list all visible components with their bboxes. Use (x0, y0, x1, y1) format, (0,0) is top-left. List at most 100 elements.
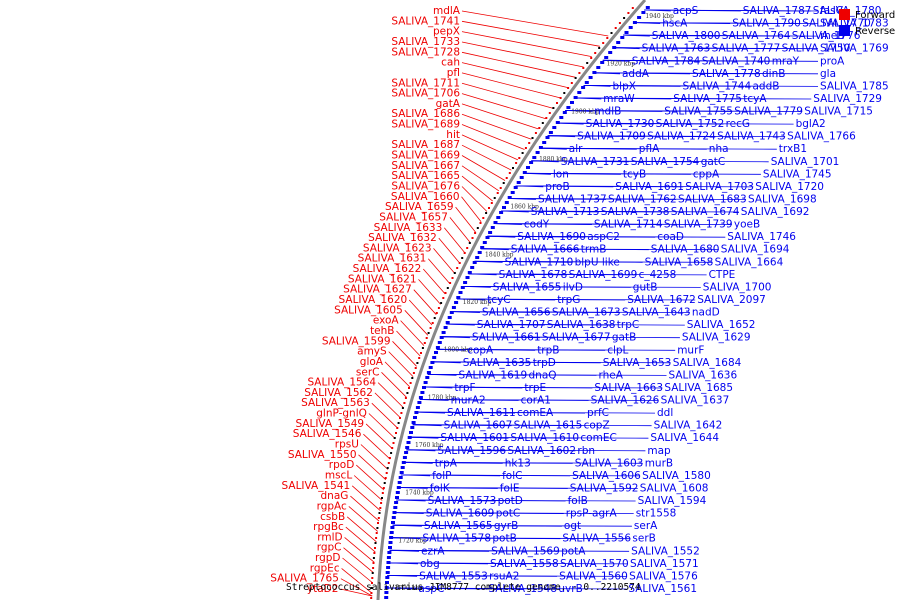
reverse-gene-label[interactable]: trpF (454, 382, 475, 394)
reverse-gene-label[interactable]: potC (496, 508, 521, 520)
reverse-gene-label[interactable]: SALIVA_1656 (482, 307, 551, 319)
reverse-gene-label[interactable]: blpX (613, 80, 636, 92)
reverse-gene-label[interactable]: SALIVA_1571 (630, 558, 699, 570)
forward-gene-label[interactable]: gloA (360, 356, 384, 368)
reverse-gene-label[interactable]: SALIVA_1608 (640, 483, 709, 495)
reverse-gene-label[interactable]: SALIVA_1770 (802, 18, 871, 30)
reverse-gene-label[interactable]: SALIVA_1764 (722, 30, 791, 42)
reverse-gene-label[interactable]: copA (467, 344, 494, 356)
forward-gene-label[interactable]: SALIVA_1605 (334, 304, 403, 316)
reverse-gene-label[interactable]: rpsP-agrA (566, 508, 618, 520)
reverse-gene-label[interactable]: coaD (657, 231, 684, 243)
reverse-gene-label[interactable]: SALIVA_1561 (628, 583, 697, 595)
reverse-gene-label[interactable]: ddl (657, 407, 673, 419)
reverse-gene-label[interactable]: SALIVA_1701 (771, 156, 840, 168)
reverse-gene-label[interactable]: SALIVA_1685 (664, 382, 733, 394)
reverse-gene-label[interactable]: SALIVA_1558 (490, 558, 559, 570)
reverse-gene-label[interactable]: prfC (587, 407, 609, 419)
reverse-gene-label[interactable]: mraW (603, 93, 635, 105)
reverse-gene-label[interactable]: SALIVA_1775 (673, 93, 742, 105)
reverse-gene-label[interactable]: folK (430, 483, 451, 495)
reverse-gene-label[interactable]: c_4258 (639, 269, 677, 281)
reverse-gene-label[interactable]: SALIVA_1673 (552, 307, 621, 319)
reverse-gene-label[interactable]: SALIVA_1785 (820, 80, 889, 92)
reverse-gene-label[interactable]: alr (569, 143, 583, 155)
reverse-gene-label[interactable]: SALIVA_1552 (631, 545, 700, 557)
reverse-gene-label[interactable]: dinB (762, 68, 785, 80)
reverse-gene-label[interactable]: SALIVA_1744 (683, 80, 752, 92)
reverse-gene-label[interactable]: SALIVA_1720 (755, 181, 824, 193)
reverse-gene-label[interactable]: SALIVA_1674 (671, 206, 740, 218)
reverse-gene-label[interactable]: copZ (584, 420, 610, 432)
forward-gene-label[interactable]: SALIVA_1669 (391, 150, 460, 162)
reverse-gene-label[interactable]: SALIVA_1626 (591, 395, 660, 407)
reverse-gene-label[interactable]: SALIVA_1779 (734, 106, 803, 118)
reverse-gene-label[interactable]: SALIVA_1715 (804, 106, 873, 118)
reverse-gene-label[interactable]: SALIVA_1569 (491, 545, 560, 557)
reverse-gene-label[interactable]: SALIVA_1629 (682, 332, 751, 344)
forward-gene-label[interactable]: SALIVA_1620 (339, 294, 408, 306)
reverse-gene-label[interactable]: SALIVA_1710 (505, 256, 574, 268)
reverse-gene-label[interactable]: gatC (701, 156, 726, 168)
reverse-gene-label[interactable]: SALIVA_1636 (669, 369, 738, 381)
reverse-gene-label[interactable]: SALIVA_1707 (477, 319, 546, 331)
reverse-gene-label[interactable]: SALIVA_1755 (664, 106, 733, 118)
reverse-gene-label[interactable]: SALIVA_1576 (629, 570, 698, 582)
reverse-gene-label[interactable]: ogt (564, 520, 581, 532)
reverse-gene-label[interactable]: trpB (537, 344, 559, 356)
reverse-gene-label[interactable]: ilvD (563, 281, 583, 293)
forward-gene-label[interactable]: SALIVA_1711 (391, 77, 460, 89)
forward-gene-label[interactable]: SALIVA_1660 (391, 191, 460, 203)
reverse-gene-label[interactable]: comEA (517, 407, 554, 419)
forward-gene-label[interactable]: rpoD (329, 459, 355, 471)
reverse-gene-label[interactable]: SALIVA_1603 (575, 457, 644, 469)
reverse-gene-label[interactable]: gyrB (494, 520, 518, 532)
reverse-gene-label[interactable]: SALIVA_1611 (447, 407, 516, 419)
reverse-gene-label[interactable]: rbn (577, 445, 595, 457)
reverse-gene-label[interactable]: rheA (599, 369, 624, 381)
forward-gene-label[interactable]: SALIVA_1686 (391, 108, 460, 120)
forward-gene-label[interactable]: rgpC (317, 542, 342, 554)
reverse-gene-label[interactable]: recG (726, 118, 750, 130)
reverse-gene-label[interactable]: aspC2 (587, 231, 620, 243)
forward-gene-label[interactable]: SALIVA_1659 (385, 201, 454, 213)
reverse-gene-label[interactable]: trpC (617, 319, 639, 331)
reverse-gene-label[interactable]: fasC (820, 5, 843, 17)
forward-gene-label[interactable]: SALIVA_1665 (391, 170, 460, 182)
forward-gene-label[interactable]: SALIVA_1667 (391, 160, 460, 172)
reverse-gene-label[interactable]: folB (568, 495, 588, 507)
reverse-gene-label[interactable]: tcyB (623, 168, 646, 180)
forward-gene-label[interactable]: hit (446, 129, 460, 141)
reverse-gene-label[interactable]: CTPE (709, 269, 736, 281)
reverse-gene-label[interactable]: SALIVA_1698 (748, 194, 817, 206)
reverse-gene-label[interactable]: SALIVA_1658 (645, 256, 714, 268)
reverse-gene-label[interactable]: SALIVA_1699 (569, 269, 638, 281)
forward-gene-label[interactable]: SALIVA_1706 (391, 88, 460, 100)
forward-gene-label[interactable]: glnP-gnlQ (316, 408, 367, 420)
reverse-gene-label[interactable]: SALIVA_1709 (577, 131, 646, 143)
reverse-gene-label[interactable]: nadD (692, 307, 720, 319)
reverse-gene-label[interactable]: SALIVA_1548 (488, 583, 557, 595)
reverse-gene-label[interactable]: SALIVA_1683 (678, 194, 747, 206)
reverse-gene-label[interactable]: SALIVA_1573 (428, 495, 497, 507)
forward-gene-label[interactable]: SALIVA_1689 (391, 119, 460, 131)
forward-gene-label[interactable]: pepX (433, 26, 460, 38)
reverse-gene-label[interactable]: acpS (673, 5, 699, 17)
reverse-gene-label[interactable]: SALIVA_1578 (422, 533, 491, 545)
reverse-gene-label[interactable]: obg (420, 558, 440, 570)
reverse-gene-label[interactable]: SALIVA_1560 (559, 570, 628, 582)
reverse-gene-label[interactable]: codY (524, 219, 550, 231)
reverse-gene-label[interactable]: SALIVA_1800 (652, 30, 721, 42)
reverse-gene-label[interactable]: SALIVA_1731 (561, 156, 630, 168)
reverse-gene-label[interactable]: yoeB (734, 219, 760, 231)
reverse-gene-label[interactable]: potB (492, 533, 516, 545)
reverse-gene-label[interactable]: SALIVA_1592 (570, 483, 639, 495)
reverse-gene-label[interactable]: SALIVA_1680 (651, 244, 720, 256)
reverse-gene-label[interactable]: SALIVA_1694 (721, 244, 790, 256)
reverse-gene-label[interactable]: addB (753, 80, 780, 92)
reverse-gene-label[interactable]: SALIVA_1713 (531, 206, 600, 218)
reverse-gene-label[interactable]: trpA (435, 457, 458, 469)
forward-gene-label[interactable]: SALIVA_1564 (307, 377, 376, 389)
forward-gene-label[interactable]: SALIVA_1599 (322, 335, 391, 347)
forward-gene-label[interactable]: amyS (357, 346, 387, 358)
